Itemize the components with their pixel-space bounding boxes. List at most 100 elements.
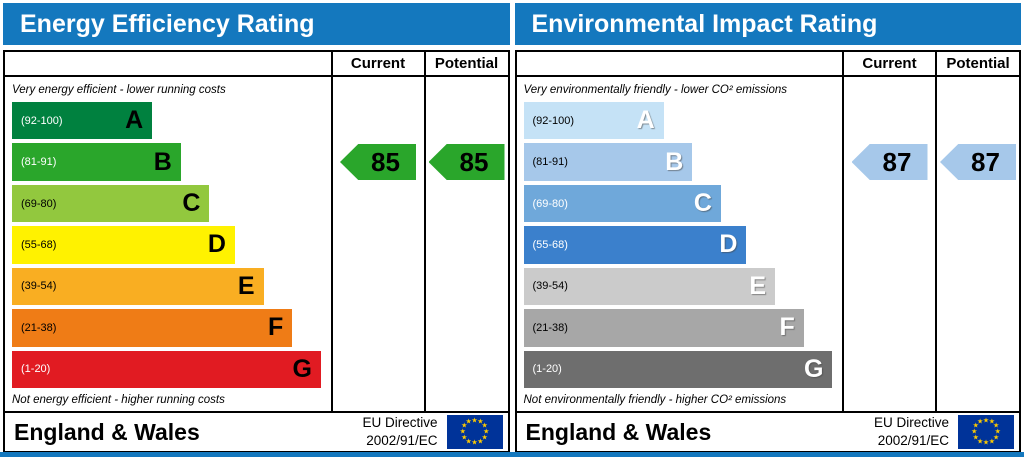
band-g-bar: (1-20) G — [12, 350, 321, 388]
band-b-letter: B — [665, 147, 684, 176]
band-e-range: (39-54) — [21, 280, 57, 293]
eu-star-icon: ★ — [993, 434, 1000, 442]
eu-star-icon: ★ — [976, 418, 984, 426]
eu-star-icon: ★ — [972, 434, 979, 442]
potential-value-column: 87 — [935, 77, 1019, 411]
eu-directive-label: EU Directive 2002/91/EC — [362, 414, 437, 449]
eu-star-icon: ★ — [982, 417, 990, 425]
band-a-bar: (92-100) A — [523, 102, 664, 140]
header-bar: Energy Efficiency Rating Environmental I… — [3, 3, 1021, 45]
band-f-row: (21-38) F — [12, 307, 331, 348]
band-c-letter: C — [693, 189, 712, 218]
panel-footer: England & Wales EU Directive 2002/91/EC … — [516, 411, 1019, 451]
eu-star-icon: ★ — [471, 439, 478, 447]
eu-star-icon: ★ — [988, 438, 996, 446]
band-a-range: (92-100) — [532, 114, 575, 127]
band-a-letter: A — [125, 106, 144, 135]
eu-flag-icon: ★ ★ ★ ★ ★ ★ ★ ★ ★ ★ ★ ★ — [446, 415, 503, 449]
eu-star-icon: ★ — [971, 428, 978, 436]
band-c-range: (69-80) — [21, 197, 57, 210]
band-f-range: (21-38) — [532, 321, 568, 334]
band-g-letter: G — [292, 354, 312, 383]
panel-footer: England & Wales EU Directive 2002/91/EC … — [5, 411, 508, 451]
band-d-bar: (55-68) D — [12, 226, 235, 264]
column-header-row: Current Potential — [5, 52, 508, 77]
eu-star-icon: ★ — [459, 428, 466, 436]
region-label: England & Wales — [525, 418, 712, 445]
eu-star-icon: ★ — [461, 422, 468, 430]
potential-value-column: 85 — [423, 77, 508, 411]
region-label: England & Wales — [14, 418, 200, 445]
potential-rating-value: 87 — [971, 146, 1000, 177]
column-header-row: Current Potential — [516, 52, 1019, 77]
eu-directive-line1: EU Directive — [362, 415, 438, 431]
band-c-bar: (69-80) C — [12, 184, 210, 223]
eu-star-icon: ★ — [465, 438, 472, 446]
eu-star-icon: ★ — [477, 418, 484, 426]
eu-star-icon: ★ — [993, 422, 1000, 430]
bands-area: Very environmentally friendly - lower CO… — [517, 77, 843, 411]
top-note: Very environmentally friendly - lower CO… — [523, 84, 788, 96]
header-spacer — [517, 52, 843, 75]
band-a-range: (92-100) — [21, 114, 63, 127]
current-value-column: 87 — [842, 77, 935, 411]
current-column-header: Current — [330, 52, 424, 75]
band-g-row: (1-20) G — [523, 349, 843, 390]
band-rows: (92-100) A (81-91) B (69-80) C — [5, 100, 331, 390]
band-d-letter: D — [207, 230, 226, 259]
band-e-letter: E — [237, 271, 255, 300]
band-b-bar: (81-91) B — [12, 143, 181, 181]
eu-flag-icon: ★ ★ ★ ★ ★ ★ ★ ★ ★ ★ ★ ★ — [958, 415, 1014, 449]
band-g-range: (1-20) — [21, 363, 51, 376]
band-e-bar: (39-54) E — [523, 267, 776, 306]
band-f-letter: F — [779, 313, 795, 342]
chart-body: Very energy efficient - lower running co… — [5, 77, 508, 411]
eu-star-icon: ★ — [481, 434, 488, 442]
eu-star-icon: ★ — [481, 422, 488, 430]
potential-column-header: Potential — [423, 52, 508, 75]
band-f-bar: (21-38) F — [523, 309, 804, 347]
eu-star-icon: ★ — [988, 418, 996, 426]
bottom-note: Not environmentally friendly - higher CO… — [523, 394, 787, 406]
current-rating-arrow: 87 — [851, 144, 928, 180]
band-e-range: (39-54) — [532, 280, 568, 293]
band-a-row: (92-100) A — [523, 100, 843, 141]
band-d-letter: D — [719, 230, 738, 259]
band-c-row: (69-80) C — [12, 183, 331, 224]
band-c-row: (69-80) C — [523, 183, 843, 224]
eu-directive-line1: EU Directive — [873, 415, 949, 431]
current-rating-value: 85 — [371, 146, 400, 177]
eu-directive-label: EU Directive 2002/91/EC — [874, 414, 949, 449]
eu-star-icon: ★ — [465, 418, 472, 426]
band-d-range: (55-68) — [532, 238, 568, 251]
band-g-range: (1-20) — [532, 363, 562, 376]
band-e-bar: (39-54) E — [12, 267, 264, 306]
band-rows: (92-100) A (81-91) B (69-80) C — [517, 100, 843, 390]
bands-area: Very energy efficient - lower running co… — [5, 77, 331, 411]
environmental-impact-panel: Current Potential Very environmentally f… — [514, 50, 1021, 453]
eu-star-icon: ★ — [483, 428, 490, 436]
band-c-letter: C — [182, 189, 201, 218]
band-a-letter: A — [636, 106, 655, 135]
band-f-bar: (21-38) F — [12, 309, 293, 347]
eu-star-icon: ★ — [994, 428, 1001, 436]
eu-star-icon: ★ — [982, 439, 990, 447]
band-b-bar: (81-91) B — [523, 143, 693, 181]
band-d-row: (55-68) D — [523, 224, 843, 265]
band-a-row: (92-100) A — [12, 100, 331, 141]
band-b-letter: B — [153, 147, 172, 176]
band-d-bar: (55-68) D — [523, 226, 747, 264]
eu-directive-line2: 2002/91/EC — [366, 433, 438, 448]
band-e-row: (39-54) E — [523, 266, 843, 307]
band-a-bar: (92-100) A — [12, 102, 153, 140]
top-note: Very energy efficient - lower running co… — [12, 84, 226, 96]
environmental-impact-title: Environmental Impact Rating — [514, 3, 1021, 45]
band-b-range: (81-91) — [532, 156, 568, 169]
band-g-bar: (1-20) G — [523, 350, 833, 388]
band-d-range: (55-68) — [21, 238, 57, 251]
potential-rating-arrow: 87 — [940, 144, 1016, 180]
bottom-accent-bar — [0, 452, 1024, 457]
rating-panels: Current Potential Very energy efficient … — [3, 50, 1021, 453]
potential-rating-value: 85 — [459, 146, 489, 177]
potential-column-header: Potential — [935, 52, 1019, 75]
